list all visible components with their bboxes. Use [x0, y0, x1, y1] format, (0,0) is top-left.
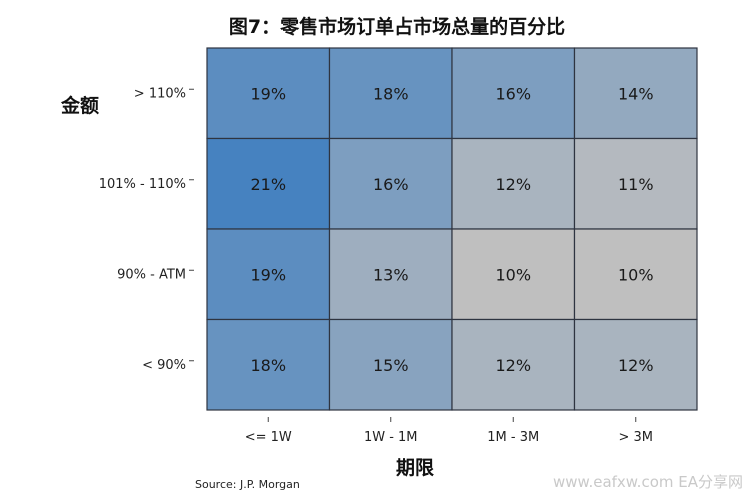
cell-value-label: 11%: [618, 175, 654, 194]
watermark: www.eafxw.com EA分享网: [553, 473, 743, 491]
x-axis-title: 期限: [396, 457, 434, 479]
heatmap-cell: [206, 137, 331, 230]
cell-value-label: 13%: [373, 265, 409, 284]
cell-value-label: 21%: [250, 175, 286, 194]
cell-value-label: 12%: [618, 356, 654, 375]
heatmap-cell: [328, 137, 453, 230]
cell-value-label: 16%: [495, 84, 531, 103]
cell-value-label: 19%: [250, 84, 286, 103]
y-tick-label: > 110%: [134, 86, 186, 101]
heatmap-cell: [573, 228, 698, 321]
cell-value-label: 10%: [495, 265, 531, 284]
cell-value-label: 12%: [495, 356, 531, 375]
cell-value-label: 15%: [373, 356, 409, 375]
cell-value-label: 18%: [373, 84, 409, 103]
heatmap-cell: [451, 318, 576, 411]
cell-value-label: 10%: [618, 265, 654, 284]
cell-value-label: 18%: [250, 356, 286, 375]
source-note: Source: J.P. Morgan: [195, 478, 300, 491]
heatmap-cell: [573, 137, 698, 230]
cell-value-label: 12%: [495, 175, 531, 194]
x-axis-ticks: <= 1W 1W - 1M 1M - 3M > 3M: [245, 417, 653, 445]
x-tick-label: <= 1W: [245, 430, 292, 445]
x-tick-label: 1M - 3M: [487, 430, 539, 445]
y-axis-title: 金额: [60, 94, 99, 117]
heatmap-cells: 19% 18% 16% 14% 21% 16% 12% 11% 19% 13% 10% 10% 18% 1…: [206, 47, 698, 411]
cell-value-label: 14%: [618, 84, 654, 103]
heatmap-cell: [573, 47, 698, 140]
chart-title: 图7：零售市场订单占市场总量的百分比: [229, 15, 565, 38]
heatmap-cell: [206, 47, 331, 140]
y-tick-label: 101% - 110%: [99, 177, 186, 192]
y-axis-ticks: > 110% 101% - 110% 90% - ATM < 90%: [99, 86, 194, 373]
heatmap-cell: [328, 318, 453, 411]
x-tick-label: > 3M: [618, 430, 653, 445]
cell-value-label: 16%: [373, 175, 409, 194]
cell-value-label: 19%: [250, 265, 286, 284]
heatmap-cell: [328, 228, 453, 321]
x-tick-label: 1W - 1M: [364, 430, 418, 445]
y-tick-label: < 90%: [142, 358, 186, 373]
heatmap-cell: [573, 318, 698, 411]
y-tick-label: 90% - ATM: [117, 267, 186, 282]
heatmap-cell: [451, 47, 576, 140]
heatmap-cell: [328, 47, 453, 140]
heatmap-cell: [206, 318, 331, 411]
